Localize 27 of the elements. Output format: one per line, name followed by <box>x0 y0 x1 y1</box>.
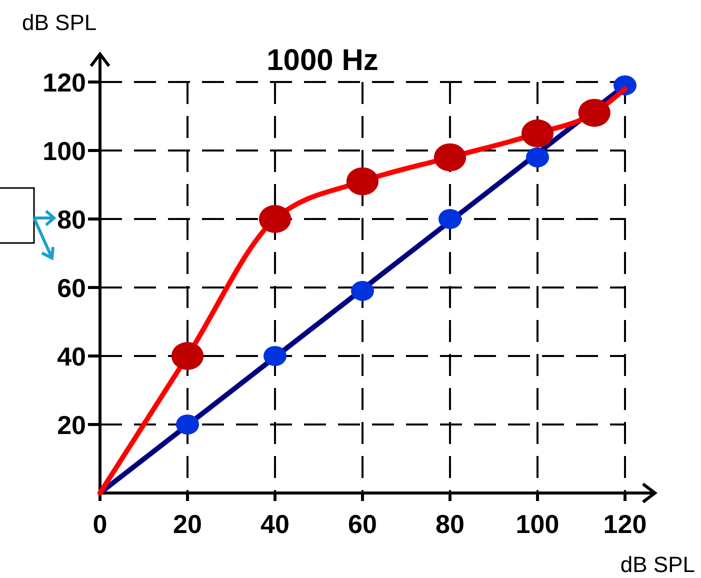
x-tick-label: 80 <box>436 509 464 539</box>
chart-title: 1000 Hz <box>266 44 378 77</box>
x-tick-label: 40 <box>260 509 290 539</box>
point <box>258 205 292 233</box>
y-tick-label: 100 <box>42 136 86 166</box>
x-tick-label: 100 <box>516 509 560 539</box>
x-tick-label: 60 <box>348 509 377 539</box>
point <box>521 119 554 148</box>
point <box>438 209 462 229</box>
point <box>176 414 199 434</box>
y-tick-label: 120 <box>42 67 86 98</box>
point <box>346 167 379 196</box>
x-axis-title: dB SPL <box>620 552 695 577</box>
x-tick-label: 0 <box>92 509 108 539</box>
y-axis-title: dB SPL <box>22 10 97 35</box>
point <box>171 342 204 370</box>
point <box>578 98 610 127</box>
point <box>264 346 286 366</box>
y-tick-label: 60 <box>57 272 86 303</box>
y-tick-label: 20 <box>57 410 86 440</box>
point <box>351 280 374 301</box>
x-tick-label: 120 <box>603 509 647 539</box>
point <box>434 143 466 172</box>
y-tick-label: 80 <box>57 204 86 234</box>
x-tick-label: 20 <box>173 509 202 539</box>
y-tick-label: 40 <box>57 341 86 372</box>
point <box>526 147 549 168</box>
